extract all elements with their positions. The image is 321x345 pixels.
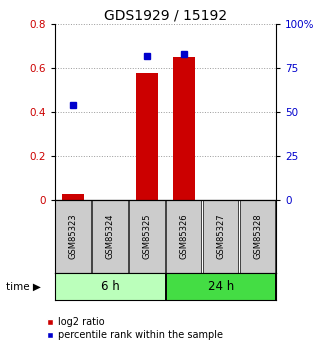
- Bar: [240, 200, 275, 273]
- Bar: [203, 200, 239, 273]
- Bar: [129, 200, 165, 273]
- Text: GSM85325: GSM85325: [142, 214, 152, 259]
- Bar: [173, 57, 195, 200]
- Bar: [55, 200, 91, 273]
- Text: GSM85323: GSM85323: [68, 214, 78, 259]
- Text: 24 h: 24 h: [208, 280, 234, 293]
- Bar: [62, 194, 84, 200]
- Text: GSM85328: GSM85328: [253, 214, 262, 259]
- Text: 6 h: 6 h: [100, 280, 119, 293]
- Text: GSM85327: GSM85327: [216, 214, 225, 259]
- Legend: log2 ratio, percentile rank within the sample: log2 ratio, percentile rank within the s…: [47, 317, 223, 340]
- Bar: [166, 273, 275, 300]
- Text: GSM85326: GSM85326: [179, 214, 188, 259]
- Bar: [136, 72, 158, 200]
- Text: time ▶: time ▶: [6, 282, 41, 291]
- Text: GSM85324: GSM85324: [105, 214, 115, 259]
- Bar: [92, 200, 128, 273]
- Bar: [166, 200, 202, 273]
- Title: GDS1929 / 15192: GDS1929 / 15192: [104, 9, 227, 23]
- Bar: [55, 273, 165, 300]
